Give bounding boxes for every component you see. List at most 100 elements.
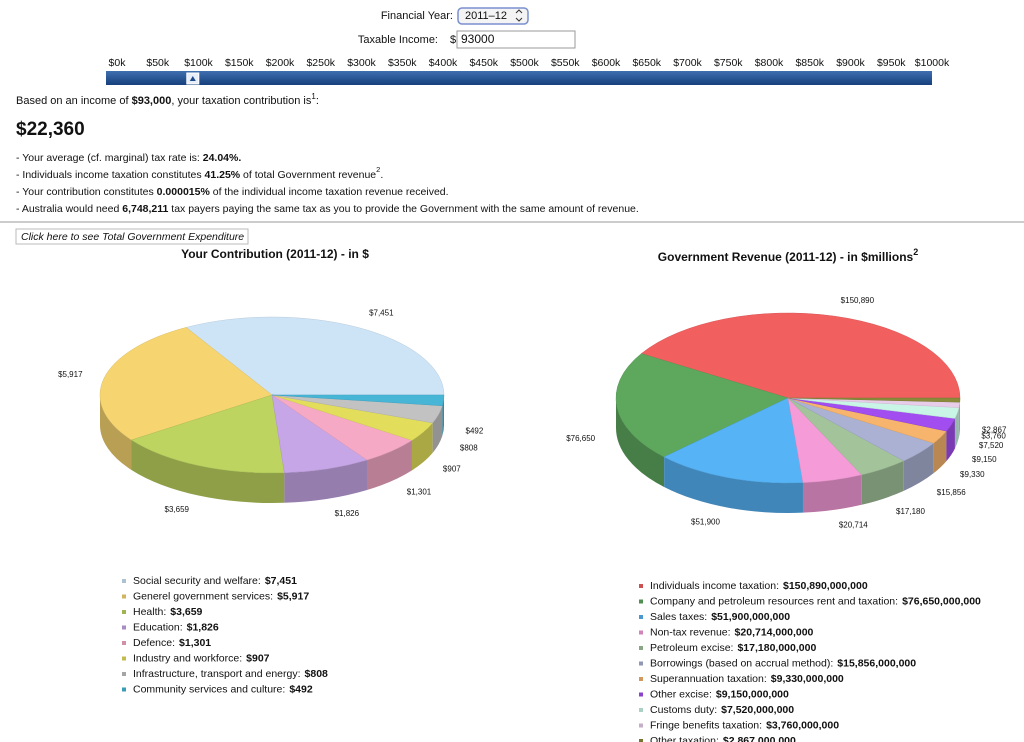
slider-tick-label: $450k	[469, 57, 498, 69]
text-part: 2	[376, 165, 380, 174]
legend-swatch	[122, 641, 126, 645]
legend-value: $3,659	[170, 606, 202, 618]
legend-entry: Sales taxes: $51,900,000,000	[650, 611, 790, 623]
legend-name: Non-tax revenue:	[650, 626, 731, 638]
legend-name: Generel government services:	[133, 590, 273, 602]
year-select[interactable]	[457, 7, 529, 25]
slider-tick-label: $650k	[632, 57, 661, 69]
legend-swatch	[639, 661, 643, 666]
text-part: 0.000015%	[157, 186, 211, 198]
legend-swatch	[122, 610, 126, 614]
expenditure-button[interactable]	[15, 228, 249, 245]
slider-track[interactable]	[106, 71, 932, 85]
legend-swatch	[639, 708, 643, 712]
slice-label: $7,520	[979, 441, 1004, 450]
slice-label: $17,180	[896, 507, 925, 516]
legend-name: Industry and workforce:	[133, 652, 242, 664]
legend-name: Borrowings (based on accrual method):	[650, 657, 833, 669]
slice-side	[366, 440, 412, 491]
slice-side	[100, 395, 132, 470]
legend-entry: Social security and welfare: $7,451	[133, 575, 297, 587]
legend-name: Customs duty:	[650, 704, 717, 716]
slider-tick-label: $500k	[510, 57, 539, 69]
slice-side	[411, 422, 433, 471]
slice-label: $5,917	[58, 370, 83, 379]
text-part: .	[380, 169, 383, 181]
summary-point: - Your contribution constitutes 0.000015…	[16, 186, 449, 198]
legend-name: Defence:	[133, 637, 175, 649]
legend-entry: Industry and workforce: $907	[133, 652, 270, 664]
legend-entry: Petroleum excise: $17,180,000,000	[650, 642, 816, 654]
slice-label: $150,890	[841, 296, 875, 305]
slider-tick-label: $200k	[266, 57, 295, 69]
title-superscript: 2	[913, 247, 918, 257]
slice-side	[933, 431, 947, 474]
slice-side	[861, 460, 904, 505]
slice-side	[432, 405, 443, 453]
slice	[271, 394, 445, 407]
legend-entry: Education: $1,826	[133, 621, 219, 633]
legend-value: $20,714,000,000	[735, 626, 814, 638]
legend-name: Education:	[133, 621, 183, 633]
slice-label: $808	[460, 444, 478, 453]
legend-value: $3,760,000,000	[766, 719, 839, 731]
legend-value: $15,856,000,000	[837, 657, 916, 669]
legend-swatch	[639, 692, 643, 697]
title-text: Your Contribution (2011-12) - in $	[181, 247, 369, 261]
slider-tick-label: $250k	[306, 57, 335, 69]
slice-label: $51,900	[691, 518, 720, 527]
slice-label: $3,760	[981, 431, 1006, 440]
legend-swatch	[639, 584, 643, 588]
income-input[interactable]	[456, 30, 576, 49]
legend-value: $17,180,000,000	[737, 642, 816, 654]
slice	[663, 397, 804, 484]
slice-label: $2,867	[982, 426, 1007, 435]
legend-value: $907	[246, 652, 270, 664]
legend-name: Superannuation taxation:	[650, 673, 767, 685]
legend-swatch	[122, 672, 126, 676]
slice-label: $15,856	[937, 488, 966, 497]
summary-point: - Your average (cf. marginal) tax rate i…	[16, 152, 241, 164]
text-part: - Your contribution constitutes	[16, 186, 157, 198]
slider-tick-label: $700k	[673, 57, 702, 69]
slice-side	[802, 474, 862, 513]
legend-value: $7,520,000,000	[721, 704, 794, 716]
legend-entry: Infrastructure, transport and energy: $80…	[133, 668, 328, 680]
slice-side	[946, 418, 955, 462]
legend-entry: Defence: $1,301	[133, 637, 211, 649]
slice-side	[131, 439, 285, 503]
text-part: Based on an income of	[16, 95, 132, 107]
text-part: 1	[311, 92, 316, 101]
legend-value: $9,150,000,000	[716, 688, 789, 700]
summary-intro: Based on an income of $93,000, your taxa…	[16, 92, 319, 107]
total-contribution: $22,360	[16, 119, 85, 140]
legend-value: $9,330,000,000	[771, 673, 844, 685]
legend-name: Petroleum excise:	[650, 642, 733, 654]
year-label: Financial Year:	[381, 10, 453, 22]
slider-tick-label: $900k	[836, 57, 865, 69]
legend-name: Individuals income taxation:	[650, 580, 779, 592]
handle-arrow	[189, 76, 196, 81]
legend-swatch	[639, 723, 643, 728]
text-part: $93,000	[132, 95, 172, 107]
slice	[271, 394, 368, 474]
legend-entry: Health: $3,659	[133, 606, 203, 618]
legend-value: $1,301	[179, 637, 211, 649]
slider-tick-label: $850k	[795, 57, 824, 69]
select-arrow	[515, 9, 523, 22]
slice	[640, 312, 961, 399]
slice-label: $907	[443, 465, 461, 474]
legend-value: $492	[289, 683, 313, 695]
slider-tick-label: $300k	[347, 57, 376, 69]
text-part: - Individuals income taxation constitute…	[16, 169, 205, 181]
slice-label: $76,650	[566, 434, 595, 443]
text-part: tax payers paying the same tax as you to…	[168, 203, 638, 215]
title-text: Government Revenue (2011-12) - in $milli…	[658, 250, 914, 264]
slice-side	[284, 460, 367, 503]
legend-value: $7,451	[265, 575, 297, 587]
slider-tick-label: $400k	[429, 57, 458, 69]
legend-swatch	[639, 599, 643, 604]
legend-name: Company and petroleum resources rent and…	[650, 595, 898, 607]
text-part: - Your average (cf. marginal) tax rate i…	[16, 152, 203, 164]
